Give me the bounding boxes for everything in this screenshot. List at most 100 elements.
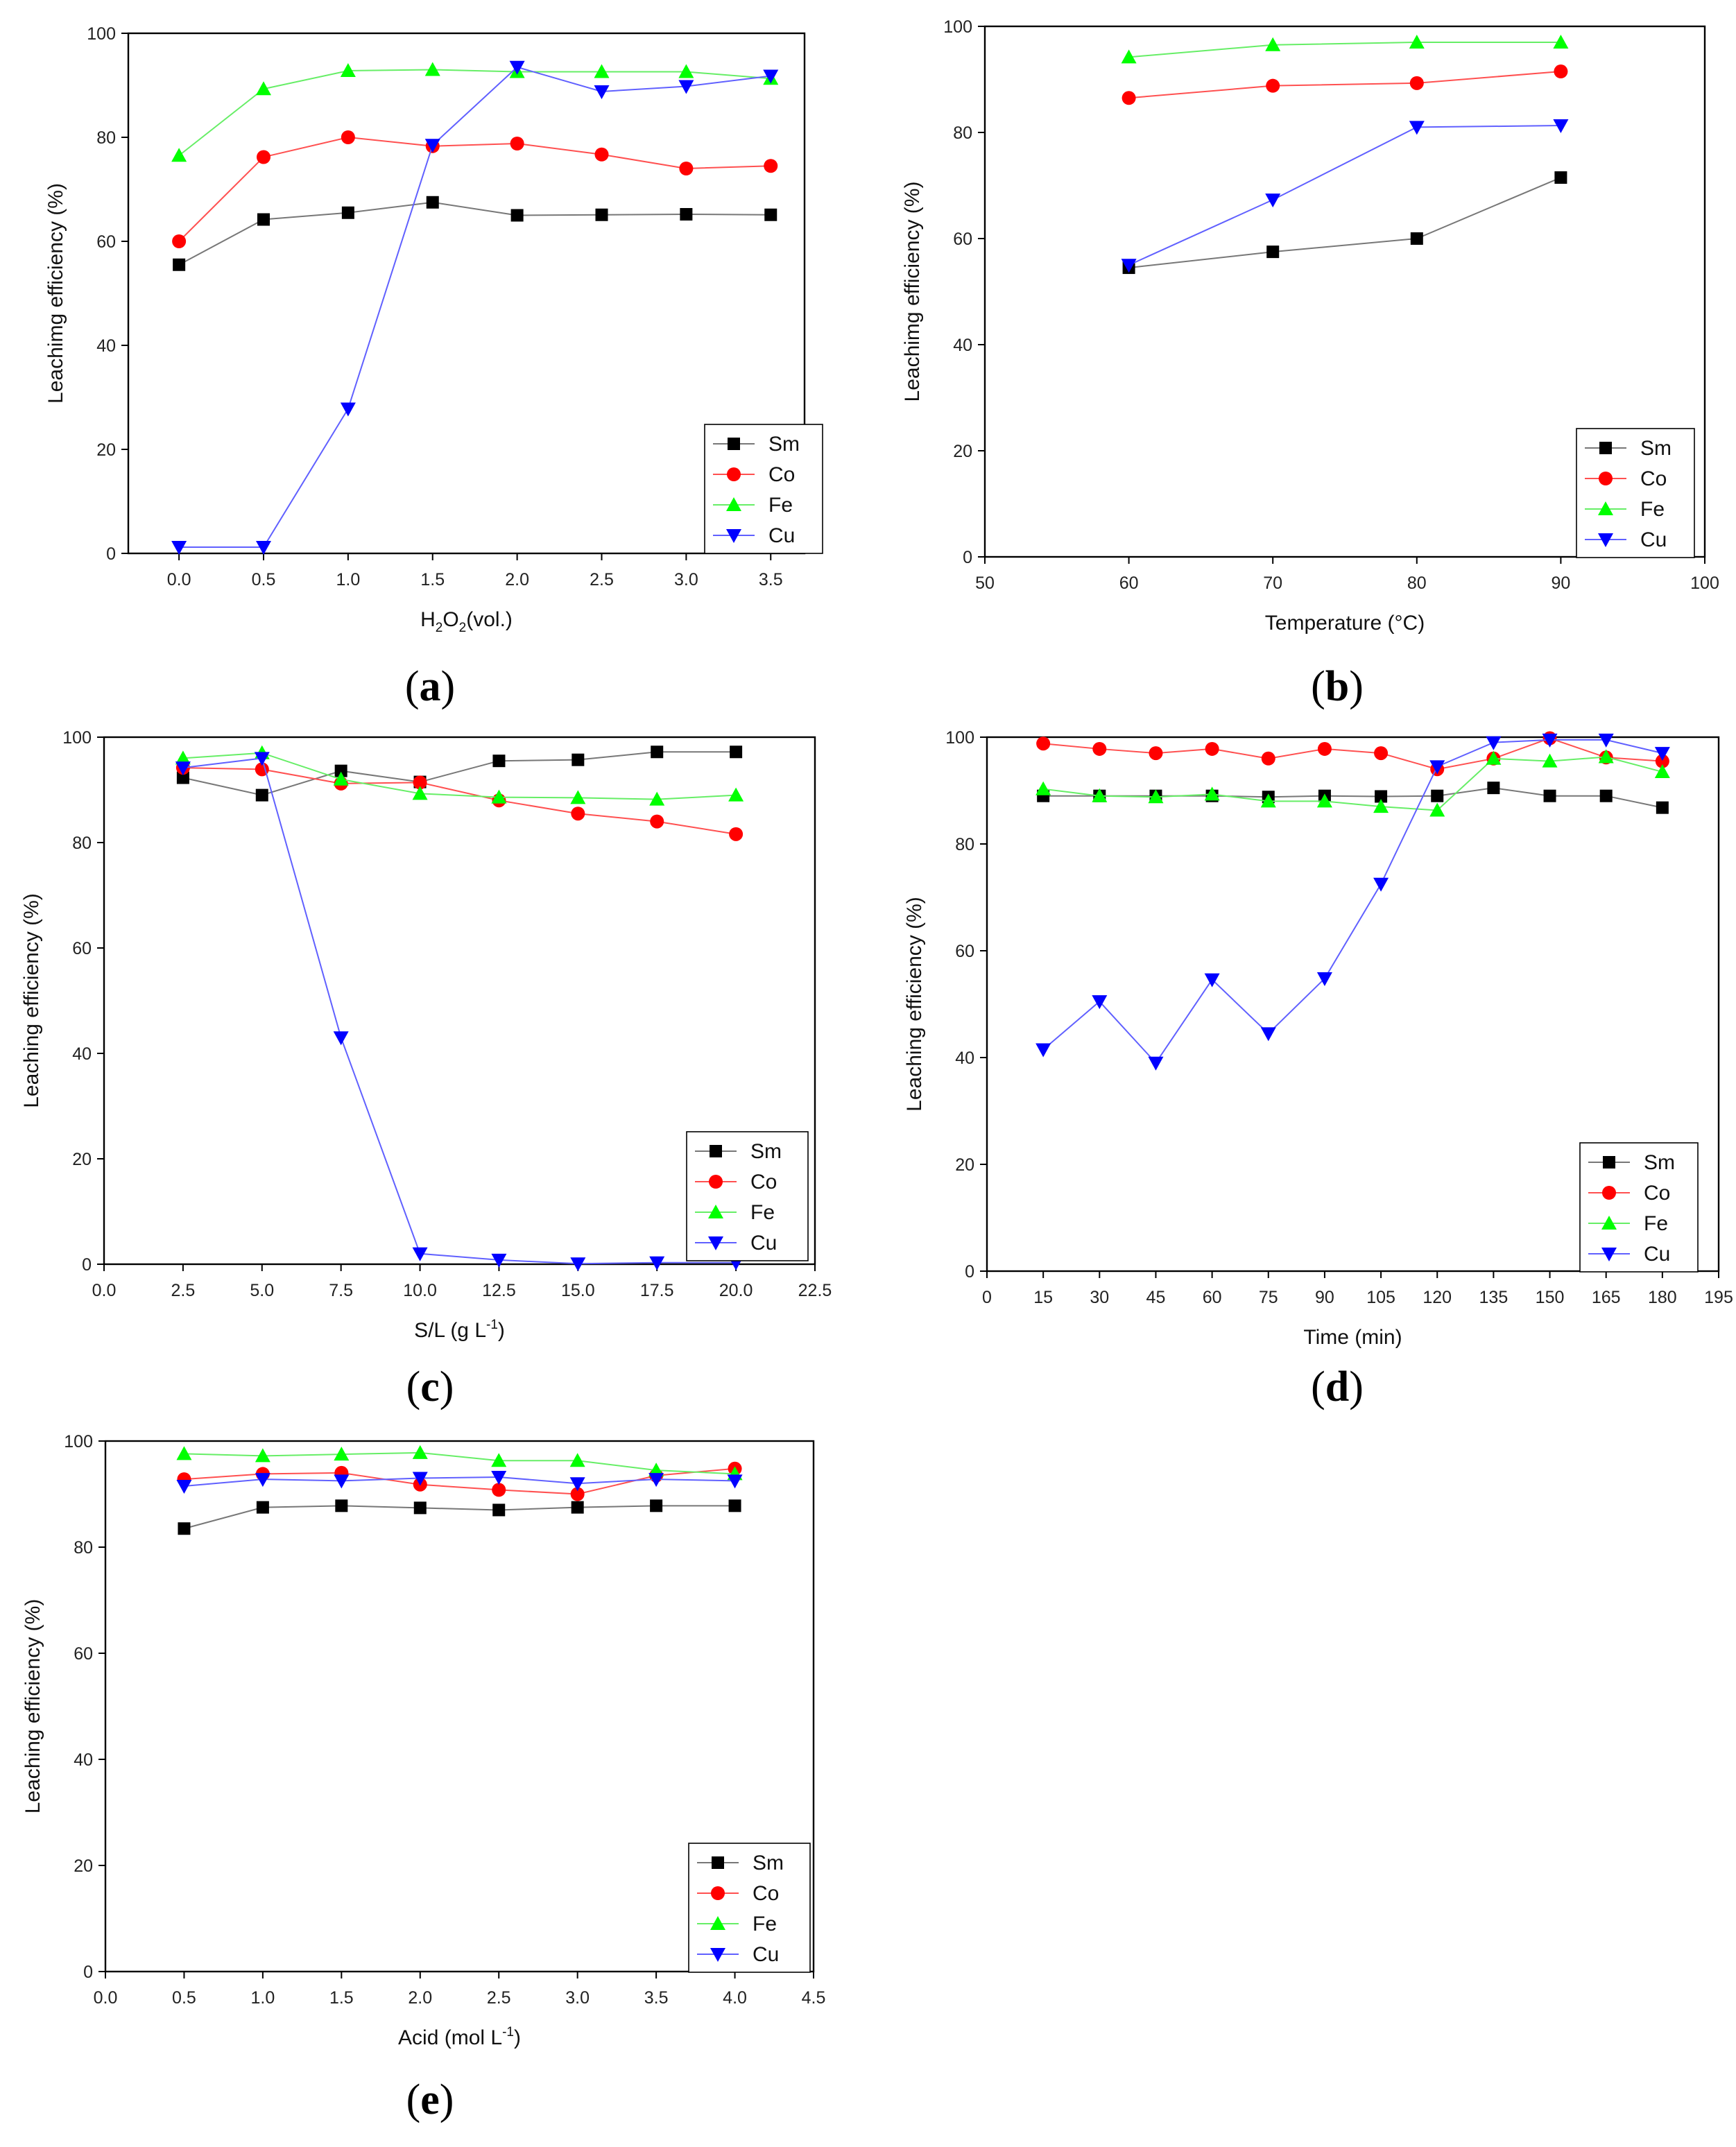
legend-label-sm-d: Sm [1644, 1151, 1675, 1174]
data-point-cu-d [1204, 973, 1220, 988]
legend-marker-cu-d [1601, 1248, 1617, 1261]
series-line-cu-c [182, 757, 737, 1265]
data-point-co-d [1374, 746, 1389, 761]
legend-b [1576, 428, 1695, 558]
x-tick-label-d: 15 [1033, 1288, 1053, 1307]
x-tick-label-e: 1.0 [251, 1988, 275, 2008]
data-point-cu-e [176, 1480, 192, 1494]
chart-a: 0 20 40 60 80 100 0.0 0.5 1.0 1.5 2.0 2.5 3.0 3.5 Sm Co… [87, 24, 823, 710]
data-point-fe-d [1204, 786, 1220, 801]
data-point-sm-b [1266, 245, 1280, 259]
x-tick-label-e: 1.5 [329, 1988, 354, 2008]
data-point-fe-d [1373, 799, 1389, 813]
data-point-cu-a [256, 541, 271, 555]
data-point-co-e [570, 1487, 585, 1501]
data-point-co-a [257, 150, 270, 164]
legend-marker-cu-e [710, 1948, 725, 1962]
data-point-sm-d [1599, 789, 1613, 802]
y-tick-label-c: 80 [72, 834, 92, 853]
data-point-co-b [1266, 78, 1280, 93]
data-point-fe-a [594, 64, 610, 78]
legend-marker-sm-b [1599, 442, 1612, 454]
legend-label-cu-e: Cu [753, 1943, 779, 1966]
data-point-fe-b [1553, 34, 1569, 49]
data-point-fe-c [333, 771, 349, 786]
x-tick-label-c: 10.0 [403, 1281, 437, 1300]
legend-e [688, 1843, 811, 1973]
data-point-fe-d [1260, 793, 1276, 808]
data-point-sm-d [1656, 801, 1669, 814]
x-tick-label-a: 1.0 [336, 570, 360, 589]
data-point-fe-a [678, 64, 694, 78]
y-tick-label-a: 60 [96, 232, 116, 252]
data-point-sm-e [650, 1499, 663, 1512]
x-tick-label-b: 50 [975, 574, 995, 593]
x-tick-label-d: 120 [1423, 1288, 1452, 1307]
x-axis-label-a: H2O2(vol.) [420, 608, 513, 635]
data-point-fe-a [340, 63, 356, 77]
y-axis-label-b: Leachimg efficiency (%) [901, 182, 924, 402]
data-point-fe-d [1035, 781, 1051, 795]
data-point-sm-e [335, 1499, 348, 1512]
data-point-cu-c [333, 1031, 349, 1046]
plot-frame-e [104, 1440, 815, 1973]
legend-label-sm-a: Sm [768, 433, 800, 456]
data-point-fe-c [570, 790, 586, 804]
data-point-co-a [172, 234, 187, 248]
legend-marker-fe-c [708, 1205, 723, 1218]
data-point-fe-c [491, 789, 507, 804]
y-tick-label-a: 80 [96, 128, 116, 148]
legend-label-co-a: Co [768, 463, 795, 486]
legend-marker-sm-e [712, 1856, 724, 1869]
data-point-fe-e [255, 1448, 270, 1463]
legend-label-co-c: Co [750, 1171, 777, 1193]
data-point-fe-e [412, 1445, 428, 1459]
data-point-sm-a [257, 213, 270, 226]
x-tick-label-b: 80 [1407, 574, 1427, 593]
legend-label-sm-b: Sm [1640, 437, 1671, 460]
legend-label-co-e: Co [753, 1882, 779, 1905]
legend-label-cu-b: Cu [1640, 528, 1667, 551]
y-tick-label-b: 0 [963, 548, 972, 567]
data-point-cu-a [763, 69, 779, 84]
data-point-co-d [1149, 746, 1163, 761]
legend-marker-sm-c [710, 1145, 722, 1157]
data-point-co-c [413, 775, 427, 790]
series-line-sm-e [184, 1505, 735, 1530]
data-point-co-d [1036, 736, 1051, 751]
x-axis-label-e: Acid (mol L-1) [398, 2025, 521, 2049]
data-point-cu-e [412, 1472, 428, 1486]
panel-label-d: (d) [1311, 1363, 1364, 1411]
x-tick-label-b: 60 [1119, 574, 1139, 593]
legend-label-cu-a: Cu [768, 524, 795, 547]
data-point-cu-d [1035, 1043, 1051, 1058]
series-line-sm-a [178, 201, 771, 266]
y-tick-label-d: 80 [955, 835, 974, 854]
data-point-fe-d [1598, 749, 1614, 764]
plot-frame-c [103, 736, 816, 1266]
legend-marker-co-a [727, 467, 741, 481]
x-tick-label-c: 0.0 [92, 1281, 117, 1300]
data-point-fe-c [412, 786, 428, 800]
legend-label-fe-d: Fe [1644, 1212, 1668, 1235]
data-point-cu-d [1092, 995, 1108, 1010]
x-tick-label-c: 5.0 [250, 1281, 274, 1300]
data-point-sm-c [651, 745, 664, 759]
data-point-fe-d [1092, 788, 1108, 802]
legend-marker-fe-b [1598, 501, 1613, 515]
series-line-co-c [182, 767, 737, 835]
plot-frame-d [986, 736, 1720, 1273]
chart-e: 0 20 40 60 80 100 0.0 0.5 1.0 1.5 2.0 2.5 3.0 3.5 4.0 4… [64, 1432, 825, 2123]
y-tick-label-a: 40 [96, 336, 116, 356]
x-tick-label-a: 3.0 [674, 570, 698, 589]
data-point-cu-b [1409, 121, 1425, 135]
x-tick-label-d: 105 [1366, 1288, 1395, 1307]
data-point-sm-e [728, 1499, 741, 1512]
data-point-cu-d [1429, 760, 1445, 775]
series-line-cu-e [184, 1476, 735, 1488]
y-tick-label-e: 0 [83, 1963, 93, 1982]
x-tick-label-c: 17.5 [640, 1281, 674, 1300]
y-tick-label-d: 100 [945, 728, 974, 748]
data-point-cu-a [424, 139, 440, 153]
data-point-fe-b [1265, 37, 1281, 51]
